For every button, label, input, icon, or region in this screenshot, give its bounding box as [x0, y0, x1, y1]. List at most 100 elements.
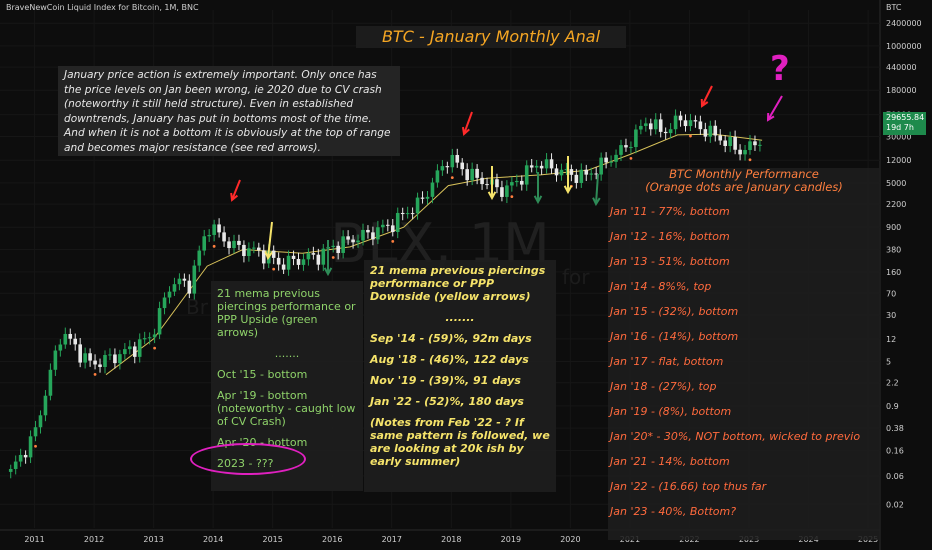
candle-body	[440, 166, 445, 171]
candle-body	[648, 123, 653, 130]
candle-body	[688, 120, 693, 127]
candle-body	[316, 254, 321, 265]
red-arrow	[230, 192, 239, 202]
ppp-upside-item: Oct '15 - bottom	[217, 368, 308, 381]
y-tick-label: 0.16	[886, 447, 904, 456]
y-tick-label: 0.06	[886, 472, 904, 481]
candle-body	[405, 213, 410, 215]
candle-body	[639, 125, 643, 130]
candle-body	[683, 120, 688, 127]
y-tick-label: 380	[886, 246, 901, 255]
candle-body	[311, 253, 316, 255]
candle-body	[232, 240, 236, 249]
candle-body	[252, 247, 256, 249]
ppp-upside-item: Apr '19 - bottom (noteworthy - caught lo…	[217, 389, 356, 428]
candle-body	[698, 121, 703, 130]
x-tick-label: 2011	[24, 535, 44, 544]
candle-body	[281, 264, 286, 270]
candle-body	[554, 168, 559, 176]
ppp-downside-item: Jan '22 - (52)%, 180 days	[370, 395, 524, 408]
y-tick-label: 12	[886, 335, 896, 344]
y-tick-label: 1000000	[886, 42, 922, 51]
candle-body	[68, 333, 73, 339]
y-tick-label: 160	[886, 268, 901, 277]
candle-body	[584, 169, 589, 175]
candle-body	[465, 169, 469, 181]
performance-subheading: (Orange dots are January candles)	[645, 180, 843, 194]
candle-body	[420, 197, 425, 199]
y-tick-label: 5000	[886, 179, 906, 188]
candle-body	[644, 123, 648, 126]
candle-body	[237, 240, 241, 245]
red-arrow	[463, 111, 473, 135]
candle-body	[614, 154, 618, 162]
candle-body	[544, 159, 549, 169]
january-dot	[212, 244, 216, 248]
candle-body	[142, 338, 147, 340]
candle-body	[341, 236, 345, 253]
performance-row: Jan '18 - (27%), top	[610, 380, 717, 393]
y-tick-label: 0.9	[886, 402, 899, 411]
performance-row: Jan '23 - 40%, Bottom?	[610, 505, 737, 518]
candle-body	[678, 115, 683, 121]
y-tick-label: 2.2	[886, 379, 899, 388]
ema-21-line	[105, 133, 763, 376]
candle-body	[172, 284, 177, 292]
yellow-arrow	[563, 185, 573, 195]
candle-body	[758, 144, 762, 146]
january-dot	[153, 346, 157, 350]
candle-body	[495, 179, 499, 188]
last-price: 29655.84	[886, 113, 925, 122]
candle-body	[296, 258, 301, 265]
green-arrow	[595, 173, 599, 205]
candle-body	[381, 224, 385, 228]
candle-body	[276, 257, 281, 265]
candle-body	[386, 224, 390, 226]
candle-body	[108, 354, 112, 356]
y-tick-label: 2200	[886, 200, 906, 209]
january-dot	[510, 195, 514, 199]
candle-body	[123, 349, 127, 355]
candle-body	[574, 174, 579, 183]
y-tick-label: 30	[886, 311, 896, 320]
candle-body	[167, 291, 172, 298]
performance-heading: BTC Monthly Performance	[669, 167, 819, 181]
red-arrow	[700, 98, 709, 108]
last-price-tag: 29655.84 19d 7h	[883, 112, 926, 135]
candle-body	[390, 225, 395, 233]
candle-body	[182, 278, 187, 281]
candle-body	[599, 157, 603, 175]
candle-body	[202, 236, 207, 251]
performance-row: Jan '14 - 8%%, top	[610, 280, 712, 293]
candle-body	[485, 184, 489, 186]
candle-body	[624, 145, 628, 148]
candle-body	[475, 168, 479, 178]
candle-body	[336, 245, 340, 253]
candle-body	[18, 454, 23, 462]
candle-body	[222, 232, 226, 242]
monthly-performance-panel: BTC Monthly Performance (Orange dots are…	[608, 168, 880, 540]
candle-body	[708, 125, 713, 137]
candle-body	[291, 255, 296, 259]
candle-body	[653, 119, 658, 130]
candle-body	[88, 353, 92, 361]
green-arrow	[592, 197, 601, 207]
candle-body	[564, 169, 569, 171]
candle-body	[718, 135, 723, 141]
x-tick-label: 2019	[501, 535, 521, 544]
january-dot	[391, 239, 395, 243]
y-tick-label: 70	[886, 289, 896, 298]
candle-body	[376, 227, 380, 240]
y-tick-label: 0.02	[886, 500, 904, 509]
ppp-upside-heading: 21 mema previous piercings performance o…	[217, 287, 356, 339]
candle-body	[703, 129, 708, 137]
candle-body	[306, 253, 311, 260]
candle-body	[132, 346, 137, 357]
candle-body	[529, 165, 534, 168]
candle-body	[500, 187, 504, 197]
january-dot	[450, 176, 454, 180]
candle-body	[400, 212, 405, 215]
candle-body	[192, 265, 197, 294]
candle-body	[207, 234, 211, 237]
candle-body	[48, 369, 53, 396]
